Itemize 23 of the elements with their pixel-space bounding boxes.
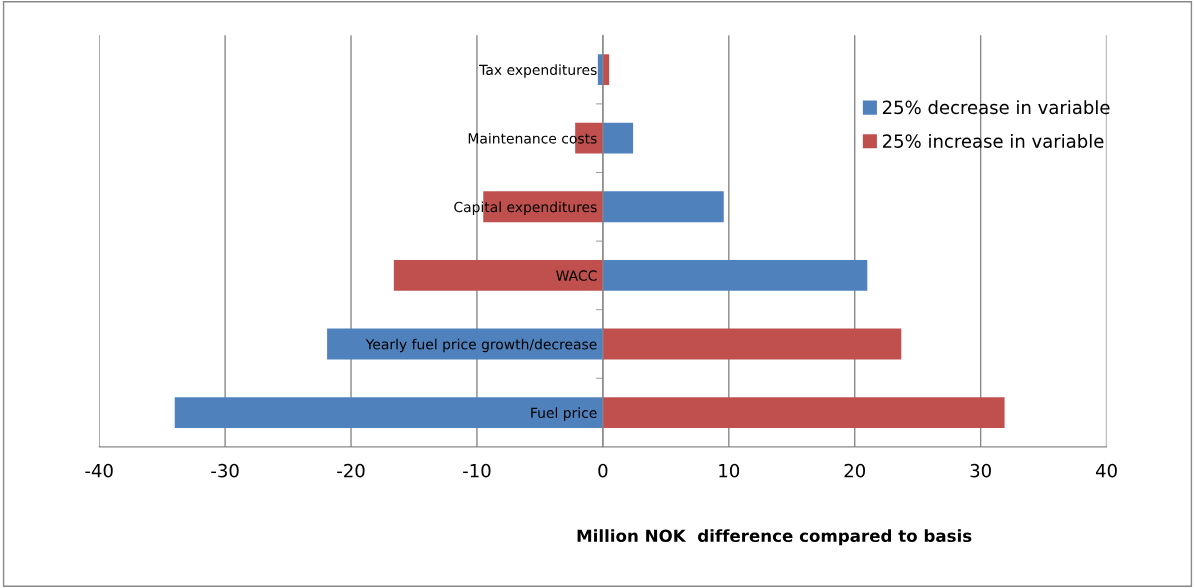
bar [602,122,634,154]
x-tick-label: 40 [1095,463,1117,478]
legend-label: 25% decrease in variable [882,100,1110,115]
bar [602,328,902,360]
y-tick-label: WACC [556,270,597,281]
x-tick-label: -20 [337,463,365,478]
x-tick-label: -30 [211,463,239,478]
x-tick-label: -10 [463,463,491,478]
x-tick-label: -40 [85,463,113,478]
bar [393,259,603,291]
y-tick-label: Fuel price [531,407,597,421]
bar [174,397,603,429]
bar [602,191,724,223]
x-tick-label: 10 [719,463,740,478]
bar [602,259,868,291]
bar [602,397,1005,429]
y-tick-label: Yearly fuel price growth/decrease [365,338,597,353]
legend-label: 25% increase in variable [882,133,1104,148]
y-tick-label: Tax expenditures [479,64,597,78]
x-tick-label: 30 [970,463,991,478]
x-tick-label: 0 [598,463,608,478]
x-axis-title: Million NOK difference compared to basis [577,529,972,546]
x-tick-label: 20 [844,463,866,478]
